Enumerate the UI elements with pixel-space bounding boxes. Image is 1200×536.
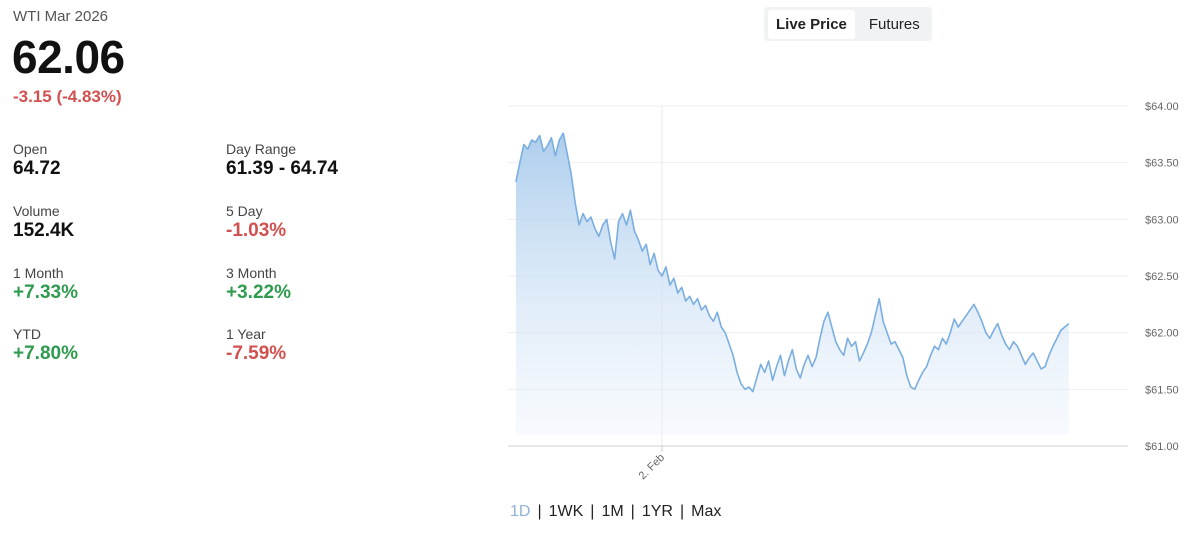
- stat-label: Day Range: [226, 141, 297, 157]
- stat-value: 152.4K: [13, 220, 75, 241]
- stat-label: Volume: [13, 203, 60, 219]
- range-separator: |: [590, 503, 595, 520]
- stat-value: -7.59%: [226, 343, 287, 364]
- stat-label: 3 Month: [226, 265, 277, 281]
- range-1yr-button[interactable]: 1YR: [641, 503, 673, 520]
- stat-1-month: 1 Month +7.33%: [13, 265, 78, 304]
- y-tick-label: $64.00: [1145, 101, 1179, 113]
- stat-value: +3.22%: [226, 282, 291, 303]
- y-axis: $61.00 $61.50 $62.00 $62.50 $63.00 $63.50 $64.…: [1145, 101, 1179, 453]
- series-line: [515, 132, 1070, 393]
- stat-label: Open: [13, 141, 48, 157]
- stat-label: 1 Year: [226, 326, 266, 342]
- stat-day-range: Day Range 61.39 - 64.74: [226, 141, 338, 180]
- x-tick-label: 2. Feb: [637, 452, 668, 483]
- y-tick-label: $63.00: [1145, 214, 1179, 226]
- y-tick-label: $61.00: [1145, 441, 1179, 453]
- y-tick-label: $63.50: [1145, 158, 1179, 170]
- stat-label: 5 Day: [226, 203, 263, 219]
- chart-series: [515, 132, 1070, 435]
- stat-value: 61.39 - 64.74: [226, 158, 338, 179]
- stat-ytd: YTD +7.80%: [13, 326, 78, 365]
- stat-open: Open 64.72: [13, 141, 61, 180]
- range-1wk-button[interactable]: 1WK: [548, 503, 584, 520]
- stat-label: YTD: [13, 326, 41, 342]
- last-price: 62.06: [12, 31, 125, 83]
- price-mode-toggle: Live Price Futures: [764, 7, 932, 41]
- range-separator: |: [679, 503, 685, 520]
- stat-value: 64.72: [13, 158, 61, 179]
- stat-value: +7.33%: [13, 282, 78, 303]
- y-tick-label: $62.50: [1145, 271, 1179, 283]
- instrument-name: WTI Mar 2026: [13, 8, 109, 25]
- stat-1-year: 1 Year -7.59%: [226, 326, 286, 365]
- range-1d-button[interactable]: 1D: [510, 503, 531, 520]
- price-change: -3.15 (-4.83%): [13, 87, 122, 106]
- range-1m-button[interactable]: 1M: [601, 503, 624, 520]
- stat-volume: Volume 152.4K: [13, 203, 74, 242]
- stat-3-month: 3 Month +3.22%: [226, 265, 291, 304]
- y-tick-label: $62.00: [1145, 328, 1179, 340]
- stat-value: +7.80%: [13, 343, 78, 364]
- y-tick-label: $61.50: [1145, 384, 1179, 396]
- range-max-button[interactable]: Max: [691, 503, 722, 520]
- range-separator: |: [537, 503, 542, 520]
- futures-button[interactable]: Futures: [868, 15, 920, 33]
- stat-label: 1 Month: [13, 265, 64, 281]
- series-area: [515, 133, 1069, 435]
- range-separator: |: [630, 503, 635, 520]
- range-selector: 1D | 1WK | 1M | 1YR | Max: [508, 503, 723, 521]
- live-price-button[interactable]: Live Price: [768, 9, 855, 39]
- x-axis: 2. Feb: [508, 445, 1128, 483]
- stat-value: -1.03%: [226, 220, 287, 241]
- stat-5-day: 5 Day -1.03%: [226, 203, 286, 242]
